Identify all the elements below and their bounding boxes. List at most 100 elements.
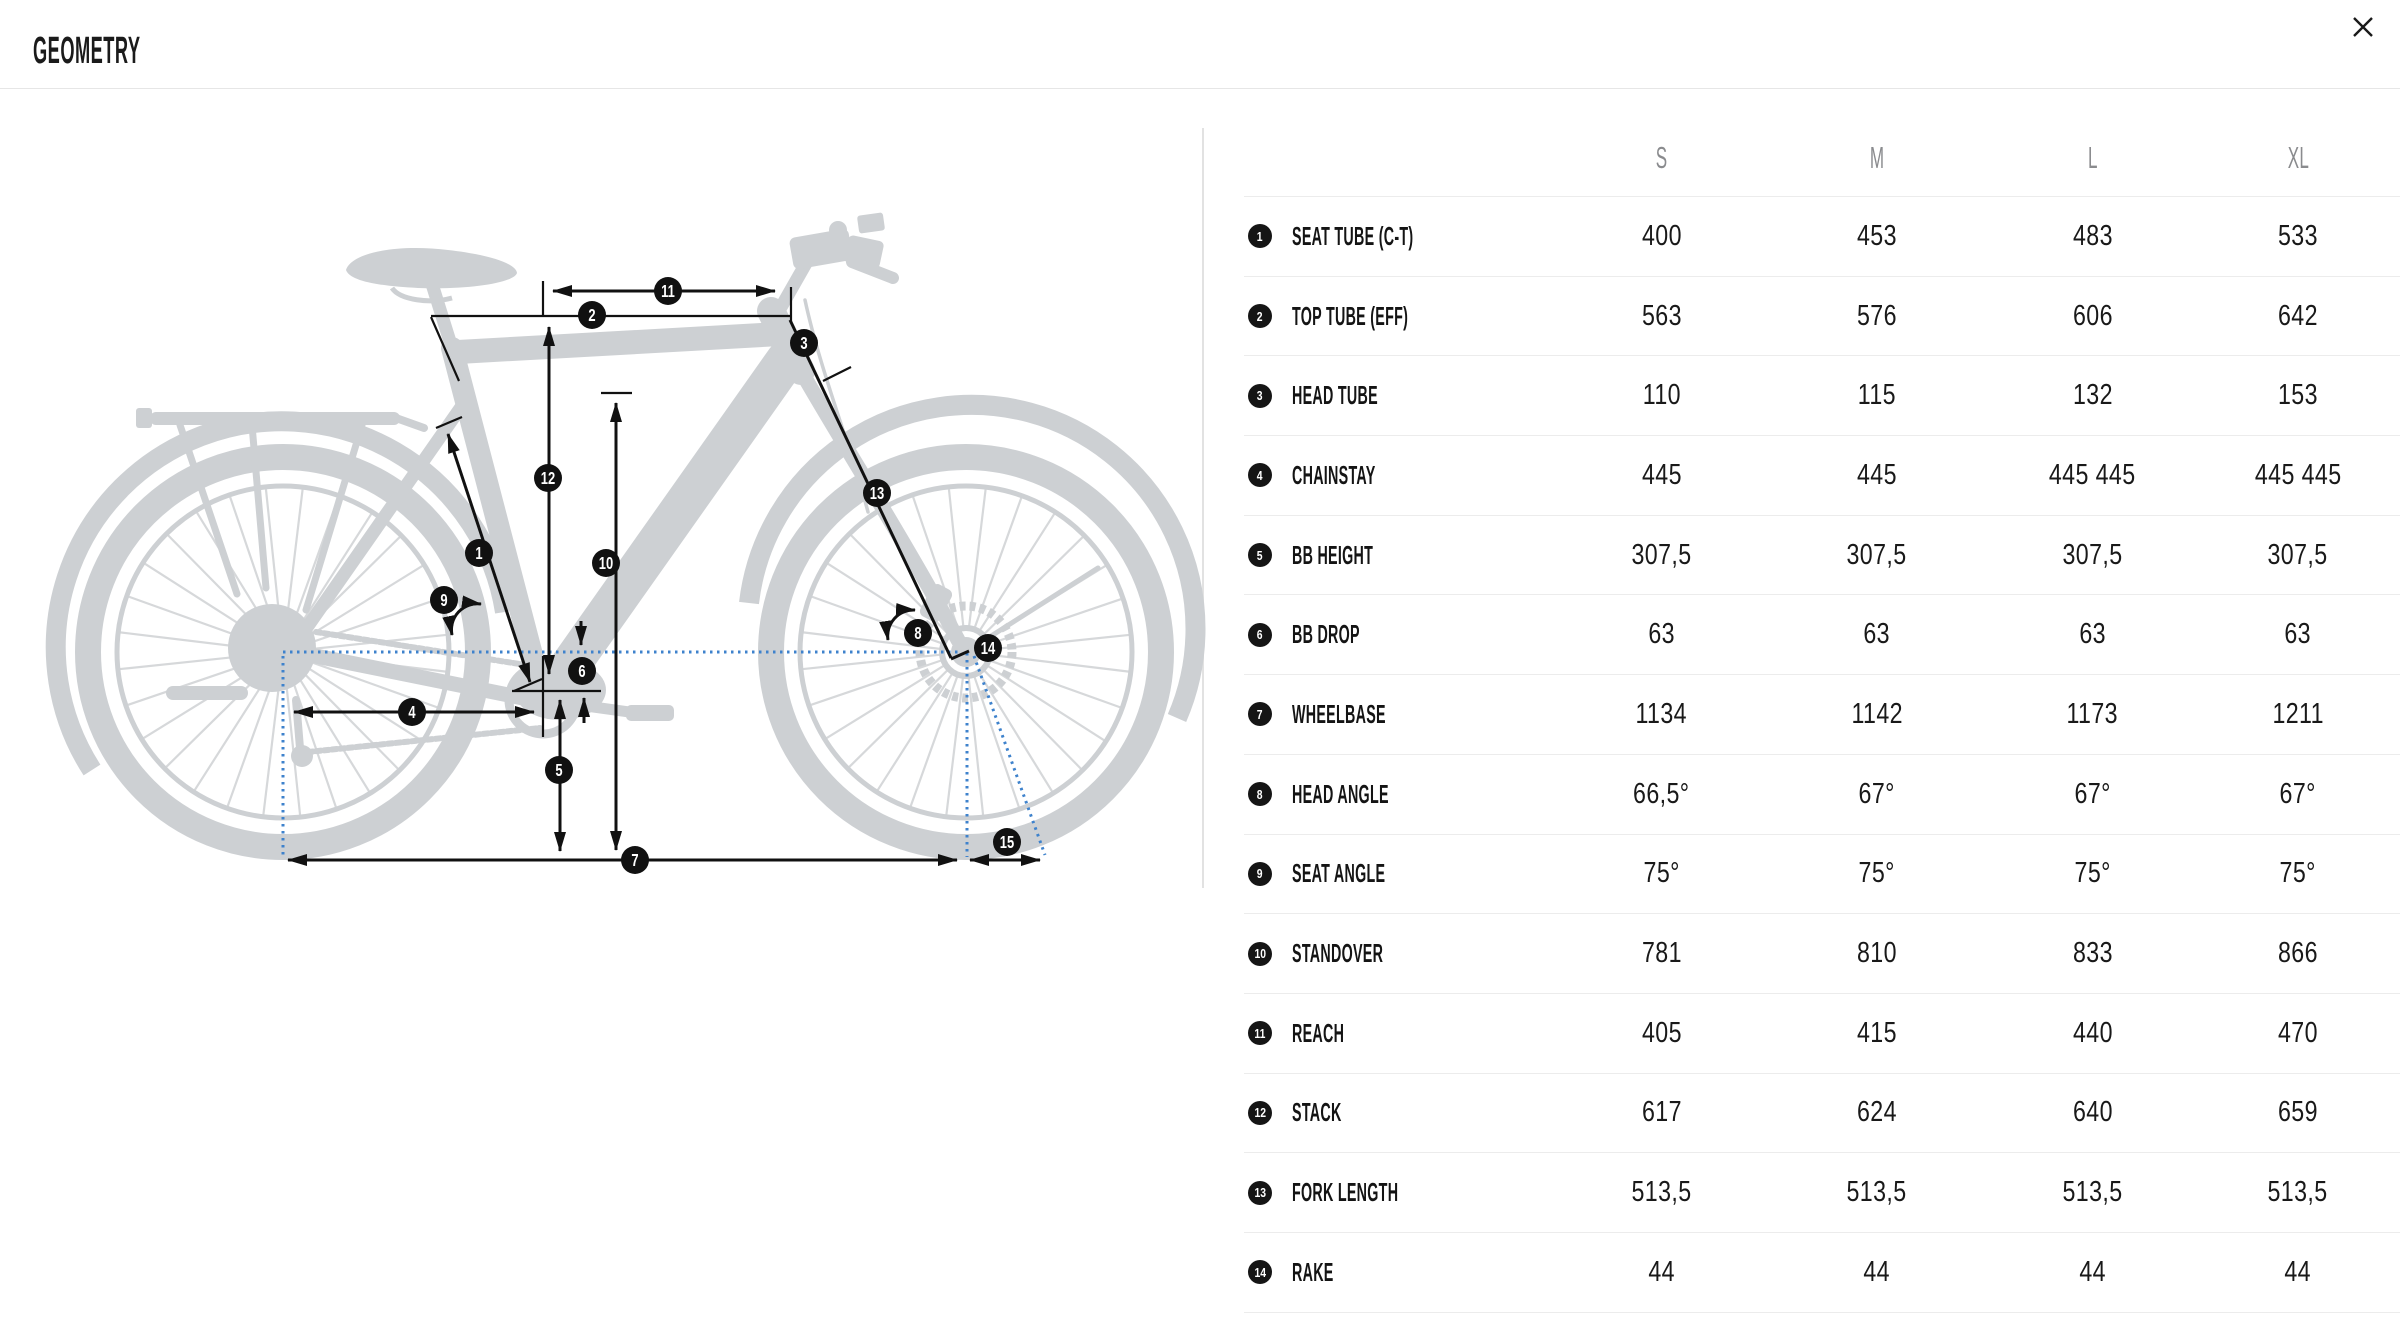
front-rim	[797, 483, 1135, 821]
svg-text:3: 3	[800, 334, 807, 354]
row-label: HEAD ANGLE	[1292, 778, 1389, 809]
close-button[interactable]	[2344, 6, 2382, 44]
value-xl: 866	[2278, 937, 2318, 970]
table-row: 6 BB DROP 63 63 63 63	[1244, 594, 2400, 674]
value-m: 810	[1857, 937, 1897, 970]
svg-text:5: 5	[555, 761, 562, 781]
front-fender	[739, 394, 1206, 722]
value-m: 63	[1863, 618, 1891, 651]
value-s: 405	[1641, 1016, 1682, 1049]
head-tube	[757, 297, 815, 385]
measure-9-seat-angle-arc	[442, 595, 482, 636]
svg-text:9: 9	[440, 591, 447, 611]
value-l: 606	[2072, 299, 2113, 332]
row-label: RAKE	[1292, 1256, 1334, 1287]
svg-text:6: 6	[578, 662, 585, 682]
row-number-badge: 6	[1248, 622, 1272, 647]
value-s: 617	[1641, 1096, 1682, 1129]
value-xl: 642	[2278, 299, 2318, 332]
chain-bottom	[305, 725, 543, 755]
row-number-badge: 14	[1248, 1260, 1272, 1285]
tick	[822, 366, 852, 382]
seat-tube-ref-line	[429, 316, 461, 382]
header-divider	[0, 88, 2400, 89]
tick	[513, 677, 543, 693]
svg-text:15: 15	[1000, 833, 1015, 853]
svg-text:4: 4	[408, 703, 415, 723]
row-number-badge: 1	[1248, 224, 1272, 249]
row-number-badge: 11	[1248, 1021, 1272, 1046]
value-m: 67°	[1858, 777, 1896, 810]
value-xl: 63	[2284, 618, 2312, 651]
table-row: 8 HEAD ANGLE 66,5° 67° 67° 67°	[1244, 753, 2400, 834]
value-l: 44	[2079, 1255, 2106, 1288]
value-l: 833	[2072, 937, 2113, 970]
page-title: GEOMETRY	[33, 30, 141, 72]
pane-divider	[1202, 128, 1204, 888]
value-s: 445	[1641, 458, 1682, 491]
value-m: 75°	[1858, 857, 1896, 890]
value-m: 513,5	[1846, 1176, 1908, 1209]
row-label: TOP TUBE (EFF)	[1292, 300, 1409, 331]
svg-text:11: 11	[661, 282, 675, 302]
row-number-badge: 10	[1248, 941, 1272, 966]
row-label: FORK LENGTH	[1292, 1177, 1399, 1208]
value-xl: 307,5	[2267, 538, 2329, 571]
value-xl: 153	[2278, 379, 2318, 412]
row-label: WHEELBASE	[1292, 698, 1386, 729]
diagram-badge-12: 12	[534, 464, 562, 492]
value-m: 307,5	[1846, 538, 1908, 571]
diagram-badge-3: 3	[790, 329, 818, 357]
saddle-rails	[389, 286, 453, 304]
value-l: 67°	[2074, 777, 2111, 810]
value-xl: 67°	[2279, 777, 2317, 810]
diagram-badges: 1 2 3 4 5 6 7 8 9 10 11 12 13 14 15	[398, 277, 1021, 874]
value-m: 115	[1857, 379, 1897, 412]
value-l: 440	[2072, 1016, 2113, 1049]
diagram-badge-11: 11	[654, 277, 682, 305]
row-number-badge: 3	[1248, 383, 1272, 408]
value-l: 1173	[2066, 697, 2119, 730]
diagram-badge-7: 7	[621, 846, 649, 874]
table-row: 9 SEAT ANGLE 75° 75° 75° 75°	[1244, 833, 2400, 914]
row-label: HEAD TUBE	[1292, 380, 1378, 411]
close-icon	[2353, 17, 2373, 37]
rear-rack	[150, 412, 400, 425]
value-s: 563	[1641, 299, 1682, 332]
rear-light	[136, 408, 152, 428]
row-number-badge: 4	[1248, 463, 1272, 488]
diagram-badge-2: 2	[578, 301, 606, 329]
row-label: BB DROP	[1292, 619, 1360, 650]
value-l: 75°	[2074, 857, 2111, 890]
table-row: 1 SEAT TUBE (C-T) 400 453 483 533	[1244, 196, 2400, 276]
table-row: 3 HEAD TUBE 110 115 132 153	[1244, 355, 2400, 435]
row-number-badge: 13	[1248, 1180, 1272, 1205]
row-number-badge: 8	[1248, 782, 1272, 807]
svg-text:14: 14	[981, 639, 996, 659]
value-s: 44	[1648, 1255, 1675, 1288]
row-number-badge: 2	[1248, 304, 1272, 329]
value-s: 400	[1641, 219, 1682, 252]
table-header-row: S M L XL	[1244, 120, 2400, 196]
diagram-badge-10: 10	[592, 549, 620, 577]
diagram-badge-14: 14	[974, 634, 1002, 662]
value-l: 640	[2072, 1096, 2113, 1129]
value-l: 132	[2072, 379, 2113, 412]
svg-text:13: 13	[870, 484, 885, 504]
down-tube	[530, 340, 806, 714]
row-label: SEAT TUBE (C-T)	[1292, 220, 1414, 251]
diagram-badge-1: 1	[465, 539, 493, 567]
row-label: SEAT ANGLE	[1292, 858, 1386, 889]
seatstay	[287, 393, 473, 653]
value-l: 513,5	[2062, 1176, 2123, 1209]
steering-axis-ground-guide	[972, 655, 1047, 856]
diagram-badge-5: 5	[545, 756, 573, 784]
value-xl: 1211	[2272, 697, 2324, 730]
value-l: 63	[2079, 618, 2106, 651]
tick	[435, 415, 463, 430]
value-m: 624	[1857, 1096, 1897, 1129]
rack-bar	[392, 414, 428, 432]
value-s: 1134	[1635, 697, 1688, 730]
row-label: REACH	[1292, 1017, 1345, 1048]
value-m: 445	[1857, 458, 1897, 491]
